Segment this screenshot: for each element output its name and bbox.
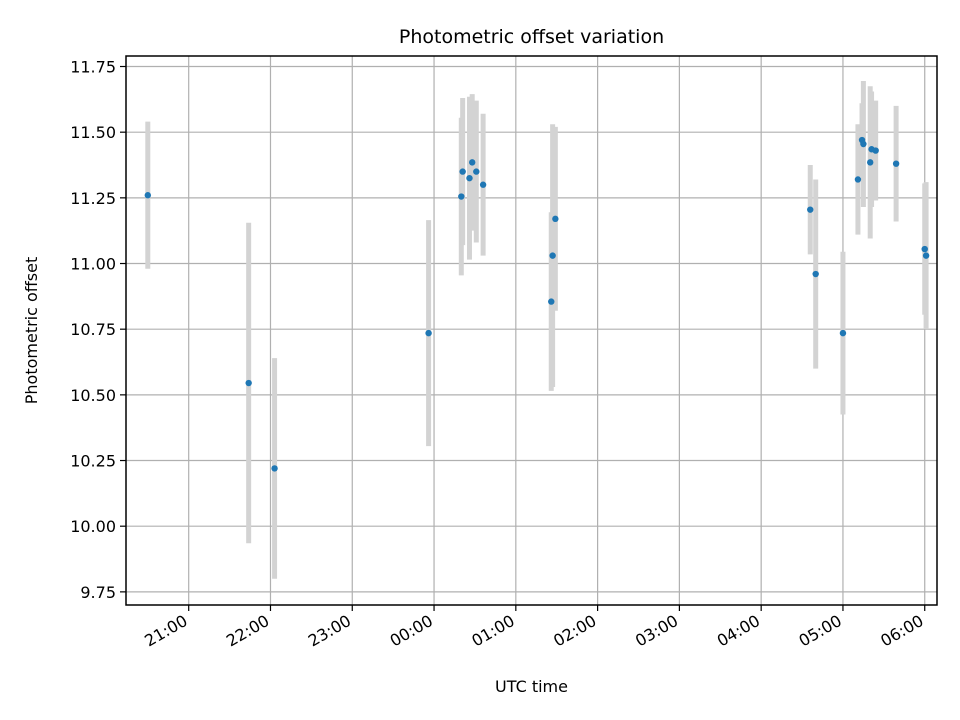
y-tick-label: 11.50: [70, 123, 116, 142]
y-tick-label: 10.25: [70, 452, 116, 471]
data-point: [473, 168, 480, 175]
data-point: [469, 159, 476, 166]
data-point: [548, 298, 555, 305]
x-axis-label: UTC time: [495, 677, 568, 696]
y-tick-label: 10.75: [70, 320, 116, 339]
y-tick-label: 9.75: [80, 583, 116, 602]
grid: [126, 56, 937, 605]
y-tick-label: 11.00: [70, 255, 116, 274]
y-tick-label: 10.50: [70, 386, 116, 405]
y-tick-label: 11.75: [70, 58, 116, 77]
data-point: [552, 215, 559, 223]
y-tick-label: 10.00: [70, 517, 116, 536]
data-point: [854, 176, 862, 183]
data-point: [144, 192, 152, 199]
y-axis: 9.75 10.00 10.25 10.50 10.75 11.00 11.25 11.50 1…: [70, 58, 126, 602]
y-axis-label: Photometric offset: [22, 257, 41, 405]
data-point: [245, 379, 252, 387]
data-point: [807, 206, 814, 213]
data-point: [459, 168, 466, 175]
data-point: [892, 160, 900, 167]
data-points: [144, 136, 930, 472]
data-point: [812, 270, 819, 278]
data-point: [466, 174, 473, 182]
data-point: [860, 140, 867, 148]
data-point: [872, 147, 879, 154]
data-point: [922, 252, 930, 259]
data-point: [549, 252, 556, 259]
data-point: [479, 181, 487, 188]
plot-frame: [125, 55, 938, 606]
data-point: [867, 159, 874, 166]
y-tick-label: 11.25: [70, 189, 116, 208]
data-point: [921, 245, 928, 253]
data-point: [425, 329, 432, 337]
data-point: [271, 465, 278, 472]
data-point: [458, 193, 465, 200]
chart-title: Photometric offset variation: [399, 26, 664, 48]
data-point: [839, 329, 847, 337]
